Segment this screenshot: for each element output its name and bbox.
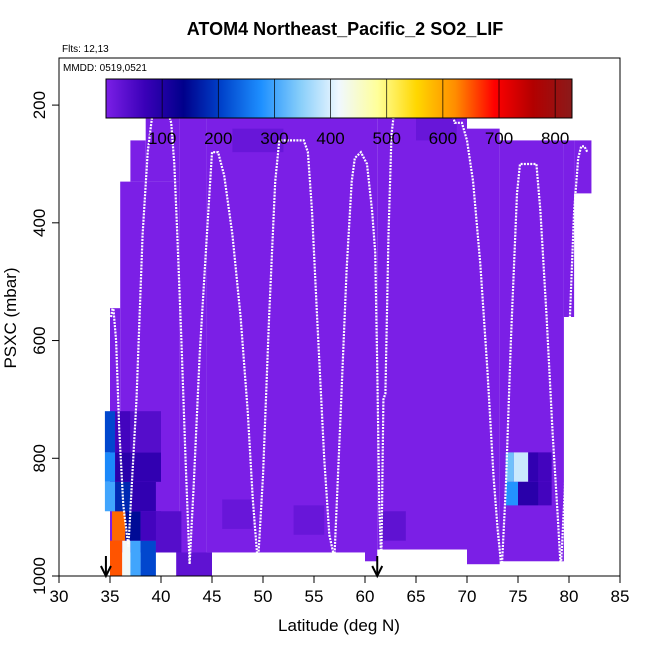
colorbar-tick-label: 700 xyxy=(485,129,513,148)
x-tick-label: 75 xyxy=(509,587,528,606)
heatmap-cell xyxy=(112,511,126,541)
heatmap-cell xyxy=(115,411,131,453)
colorbar-tick-label: 800 xyxy=(541,129,569,148)
heatmap-cell xyxy=(140,540,156,576)
heatmap-cell xyxy=(380,511,406,541)
heatmap-cells xyxy=(104,92,592,577)
coverage-cell xyxy=(365,92,378,562)
heatmap-cell xyxy=(293,505,325,535)
dates-label: MMDD: 0519,0521 xyxy=(63,63,147,74)
heatmap-cell xyxy=(176,552,212,576)
chart-title: ATOM4 Northeast_Pacific_2 SO2_LIF xyxy=(187,19,503,39)
x-axis-label: Latitude (deg N) xyxy=(278,616,400,635)
colorbar: 100 200 300 400 500 600 700 800 xyxy=(105,78,573,148)
colorbar-tick-label: 400 xyxy=(316,129,344,148)
coverage-cell xyxy=(563,140,575,317)
flight-track xyxy=(109,98,589,571)
heatmap-cell xyxy=(110,540,123,576)
colorbar-tick-label: 500 xyxy=(373,129,401,148)
heatmap-cell xyxy=(416,116,457,141)
heatmap-cell xyxy=(115,452,131,482)
axes: 30 35 40 45 50 55 60 65 70 75 80 85 200 400 600 800 1000 xyxy=(30,57,630,606)
x-tick-label: 45 xyxy=(203,587,222,606)
colorbar-tick-label: 600 xyxy=(429,129,457,148)
flight-track-line xyxy=(109,98,589,571)
heatmap-cell xyxy=(130,540,141,576)
heatmap-cell xyxy=(538,452,552,482)
y-tick-label: 400 xyxy=(30,209,49,237)
heatmap-cell xyxy=(104,452,116,482)
y-tick-label: 1000 xyxy=(30,557,49,595)
heatmap-cell xyxy=(505,452,514,482)
x-tick-label: 55 xyxy=(305,587,324,606)
heatmap-cell xyxy=(232,128,284,153)
heatmap-cell xyxy=(104,481,116,512)
heatmap-cell xyxy=(104,411,116,453)
x-tick-label: 60 xyxy=(356,587,375,606)
flights-label: Flts: 12,13 xyxy=(62,44,109,55)
x-tick-label: 50 xyxy=(254,587,273,606)
heatmap-cell xyxy=(528,452,539,482)
heatmap-cell xyxy=(130,452,161,482)
heatmap-cell xyxy=(222,499,253,529)
y-axis-label: PSXC (mbar) xyxy=(1,267,20,368)
heatmap-cell xyxy=(505,481,518,506)
colorbar-tick-label: 300 xyxy=(260,129,288,148)
heatmap-cell xyxy=(155,511,182,553)
coverage-cell xyxy=(130,140,146,182)
coverage-cell xyxy=(179,92,207,577)
heatmap-cell xyxy=(538,481,552,506)
heatmap-cell xyxy=(122,540,131,576)
x-tick-label: 40 xyxy=(152,587,171,606)
x-tick-label: 30 xyxy=(50,587,69,606)
y-tick-label: 800 xyxy=(30,444,49,472)
x-tick-label: 65 xyxy=(407,587,426,606)
x-tick-label: 70 xyxy=(458,587,477,606)
heatmap-cell xyxy=(518,481,539,506)
x-tick-label: 35 xyxy=(101,587,120,606)
x-tick-label: 80 xyxy=(560,587,579,606)
plot-frame xyxy=(58,57,621,577)
heatmap-cell xyxy=(130,481,156,512)
y-tick-label: 200 xyxy=(30,91,49,119)
coverage-cell xyxy=(377,92,467,550)
colorbar-bar xyxy=(105,78,573,119)
coverage-cell xyxy=(206,92,263,553)
heatmap-cell xyxy=(513,452,529,482)
colorbar-tick-label: 100 xyxy=(148,129,176,148)
x-tick-label: 85 xyxy=(611,587,630,606)
coverage-cell xyxy=(263,92,365,553)
colorbar-tick-label: 200 xyxy=(204,129,232,148)
y-tick-label: 600 xyxy=(30,326,49,354)
